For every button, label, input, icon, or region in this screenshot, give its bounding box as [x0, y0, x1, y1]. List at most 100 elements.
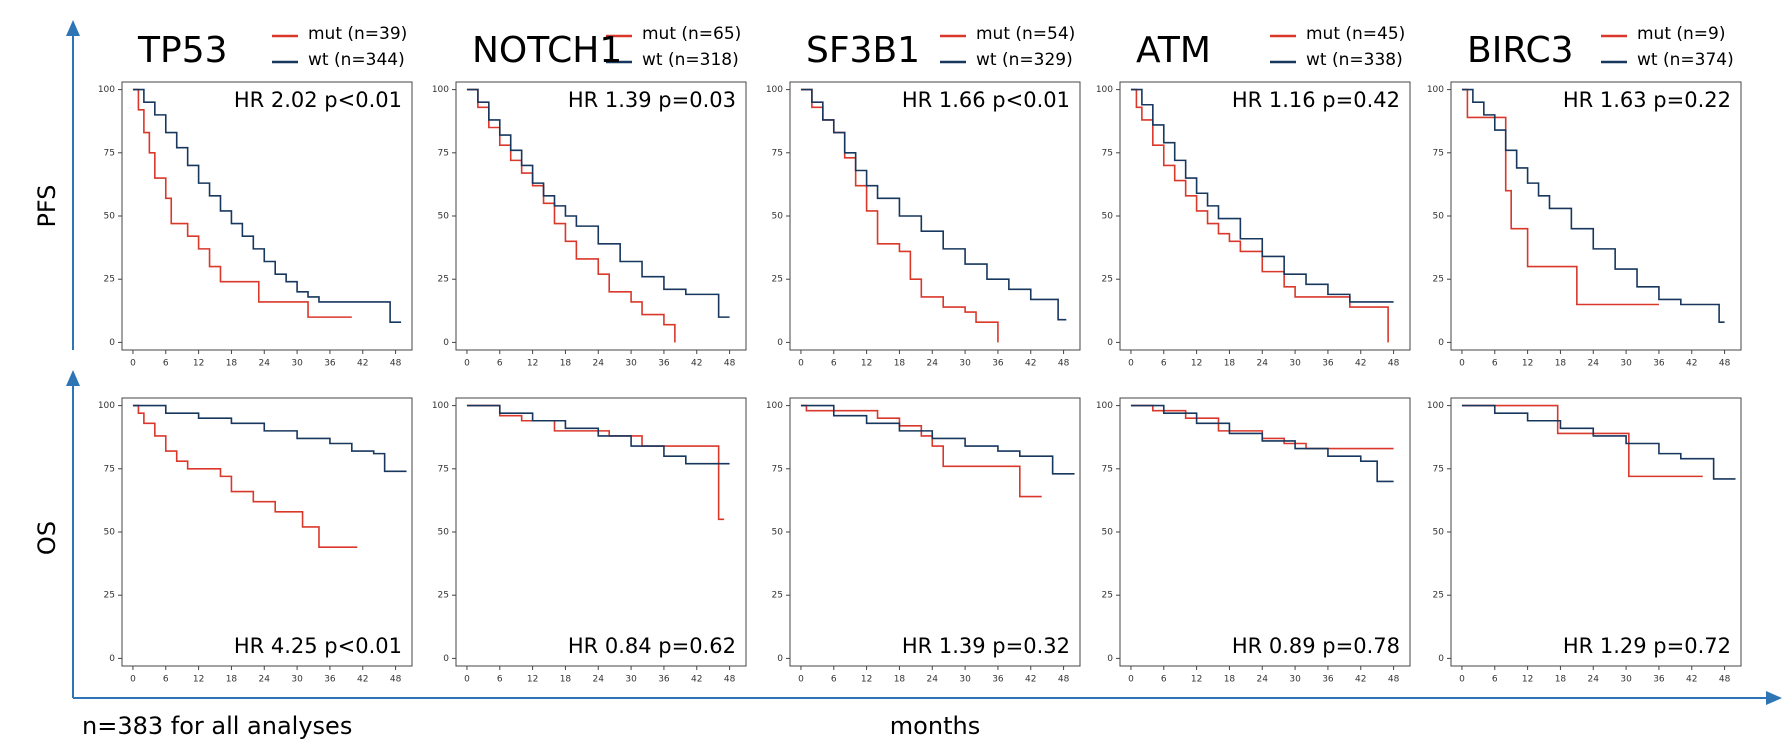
x-tick-label: 48	[1719, 675, 1731, 685]
y-tick-label: 75	[104, 464, 115, 474]
survival-curve	[800, 404, 1075, 475]
x-tick-label: 30	[959, 359, 971, 369]
plot-frame	[1450, 397, 1742, 667]
legend-label: wt (n=329)	[976, 50, 1073, 70]
y-tick-label: 0	[1438, 654, 1444, 664]
x-tick-label: 24	[593, 675, 605, 685]
y-tick-label: 25	[1102, 275, 1113, 285]
x-tick-label: 18	[1224, 675, 1236, 685]
x-tick-label: 0	[130, 359, 136, 369]
y-tick-label: 75	[438, 464, 449, 474]
x-tick-label: 48	[1058, 675, 1070, 685]
x-tick-label: 18	[226, 675, 238, 685]
x-tick-label: 24	[1257, 359, 1269, 369]
x-tick-label: 6	[1492, 359, 1498, 369]
x-tick-label: 12	[1191, 675, 1202, 685]
y-tick-label: 50	[1102, 212, 1114, 222]
x-tick-label: 12	[193, 675, 204, 685]
x-tick-label: 36	[1322, 359, 1334, 369]
y-tick-label: 25	[1102, 591, 1113, 601]
x-tick-label: 12	[193, 359, 204, 369]
y-tick-label: 50	[104, 528, 116, 538]
y-tick-label: 50	[438, 528, 450, 538]
y-tick-label: 0	[1107, 654, 1113, 664]
arrow-head	[66, 370, 80, 386]
y-tick-label: 0	[777, 338, 783, 348]
x-tick-label: 30	[625, 675, 637, 685]
x-tick-label: 42	[691, 359, 702, 369]
hr-annotation: HR 2.02 p<0.01	[234, 88, 402, 112]
x-tick-label: 24	[927, 359, 939, 369]
x-tick-label: 24	[259, 359, 271, 369]
y-tick-label: 0	[1107, 338, 1113, 348]
x-tick-label: 42	[1355, 675, 1366, 685]
hr-annotation: HR 1.39 p=0.03	[568, 88, 736, 112]
y-tick-label: 25	[104, 591, 115, 601]
hr-annotation: HR 1.66 p<0.01	[902, 88, 1070, 112]
x-tick-label: 48	[1058, 359, 1070, 369]
axis-arrows	[66, 20, 1782, 705]
survival-curve	[1461, 88, 1725, 323]
survival-curve	[466, 404, 730, 465]
x-tick-label: 42	[1686, 359, 1697, 369]
y-tick-label: 75	[438, 148, 449, 158]
y-tick-label: 25	[438, 591, 449, 601]
x-tick-label: 48	[724, 675, 736, 685]
x-tick-label: 18	[894, 675, 906, 685]
y-tick-label: 25	[1433, 591, 1444, 601]
x-tick-label: 48	[390, 675, 402, 685]
x-tick-label: 0	[464, 675, 470, 685]
y-tick-label: 100	[766, 85, 783, 95]
x-tick-label: 30	[959, 675, 971, 685]
y-tick-label: 50	[438, 212, 450, 222]
legend-label: mut (n=9)	[1637, 24, 1726, 44]
y-tick-label: 75	[1433, 464, 1444, 474]
x-tick-label: 6	[831, 675, 837, 685]
x-tick-label: 30	[1289, 675, 1301, 685]
x-tick-label: 6	[831, 359, 837, 369]
x-tick-label: 24	[1588, 359, 1600, 369]
y-tick-label: 100	[98, 401, 115, 411]
x-tick-label: 36	[992, 675, 1004, 685]
x-tick-label: 0	[798, 675, 804, 685]
x-tick-label: 0	[1128, 359, 1134, 369]
x-tick-label: 6	[163, 675, 169, 685]
y-tick-label: 0	[777, 654, 783, 664]
x-tick-label: 12	[527, 675, 538, 685]
x-tick-label: 24	[593, 359, 605, 369]
x-tick-label: 18	[894, 359, 906, 369]
legend-label: mut (n=39)	[308, 24, 407, 44]
x-tick-label: 6	[1492, 675, 1498, 685]
y-tick-label: 75	[772, 148, 783, 158]
x-tick-label: 30	[625, 359, 637, 369]
x-tick-label: 18	[560, 675, 572, 685]
x-tick-label: 12	[861, 675, 872, 685]
hr-annotation: HR 0.89 p=0.78	[1232, 634, 1400, 658]
x-tick-label: 0	[1128, 675, 1134, 685]
x-tick-label: 42	[1025, 675, 1036, 685]
x-tick-label: 36	[658, 675, 670, 685]
hr-annotation: HR 1.63 p=0.22	[1563, 88, 1731, 112]
legend-label: mut (n=54)	[976, 24, 1075, 44]
x-tick-label: 6	[497, 359, 503, 369]
x-tick-label: 48	[1388, 675, 1400, 685]
legend-label: wt (n=338)	[1306, 50, 1403, 70]
y-tick-label: 75	[104, 148, 115, 158]
legend-label: wt (n=344)	[308, 50, 405, 70]
x-tick-label: 30	[1620, 675, 1632, 685]
chart-title: NOTCH1	[472, 30, 622, 71]
x-tick-label: 30	[291, 359, 303, 369]
y-tick-label: 50	[772, 528, 784, 538]
x-tick-label: 0	[464, 359, 470, 369]
x-tick-label: 48	[1719, 359, 1731, 369]
x-tick-label: 42	[1686, 675, 1697, 685]
legend-label: mut (n=45)	[1306, 24, 1405, 44]
x-tick-label: 24	[259, 675, 271, 685]
survival-curve	[132, 88, 402, 323]
x-tick-label: 0	[798, 359, 804, 369]
y-tick-label: 100	[1427, 401, 1444, 411]
x-tick-label: 42	[357, 359, 368, 369]
y-tick-label: 25	[772, 591, 783, 601]
survival-curve	[466, 404, 725, 521]
x-tick-label: 18	[1555, 675, 1567, 685]
